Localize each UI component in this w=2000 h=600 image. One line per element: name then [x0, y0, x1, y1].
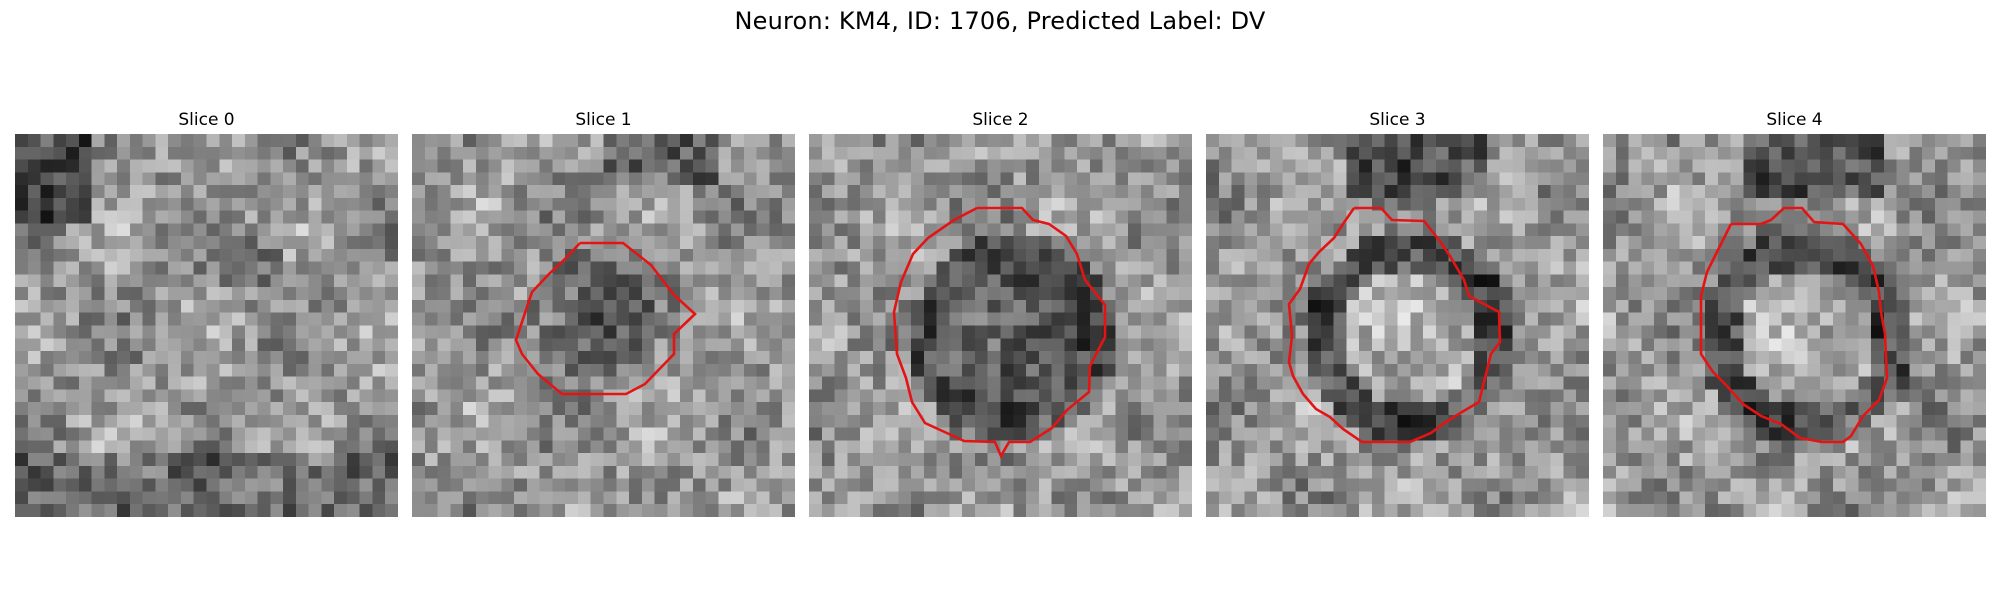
slice-2-contour [892, 206, 1107, 459]
panel-title-slice-2: Slice 2 [972, 110, 1029, 130]
slice-0-panel [15, 134, 398, 517]
slice-1-image [412, 134, 795, 517]
panel-title-slice-0: Slice 0 [178, 110, 235, 130]
slice-4-contour [1699, 206, 1889, 444]
contour-line [514, 241, 697, 396]
figure-title: Neuron: KM4, ID: 1706, Predicted Label: … [734, 7, 1266, 35]
slice-1-contour [514, 241, 697, 396]
slice-3-contour [1287, 206, 1502, 444]
contour-line [1699, 206, 1889, 444]
panel-title-slice-3: Slice 3 [1369, 110, 1426, 130]
slice-0-image [15, 134, 398, 517]
panel-title-slice-4: Slice 4 [1766, 110, 1823, 130]
slice-2-panel [809, 134, 1192, 517]
slice-1-panel [412, 134, 795, 517]
slice-3-image [1206, 134, 1589, 517]
contour-line [892, 206, 1107, 459]
contour-line [1287, 206, 1502, 444]
panel-title-slice-1: Slice 1 [575, 110, 632, 130]
slice-3-panel [1206, 134, 1589, 517]
slice-4-panel [1603, 134, 1986, 517]
slice-4-image [1603, 134, 1986, 517]
